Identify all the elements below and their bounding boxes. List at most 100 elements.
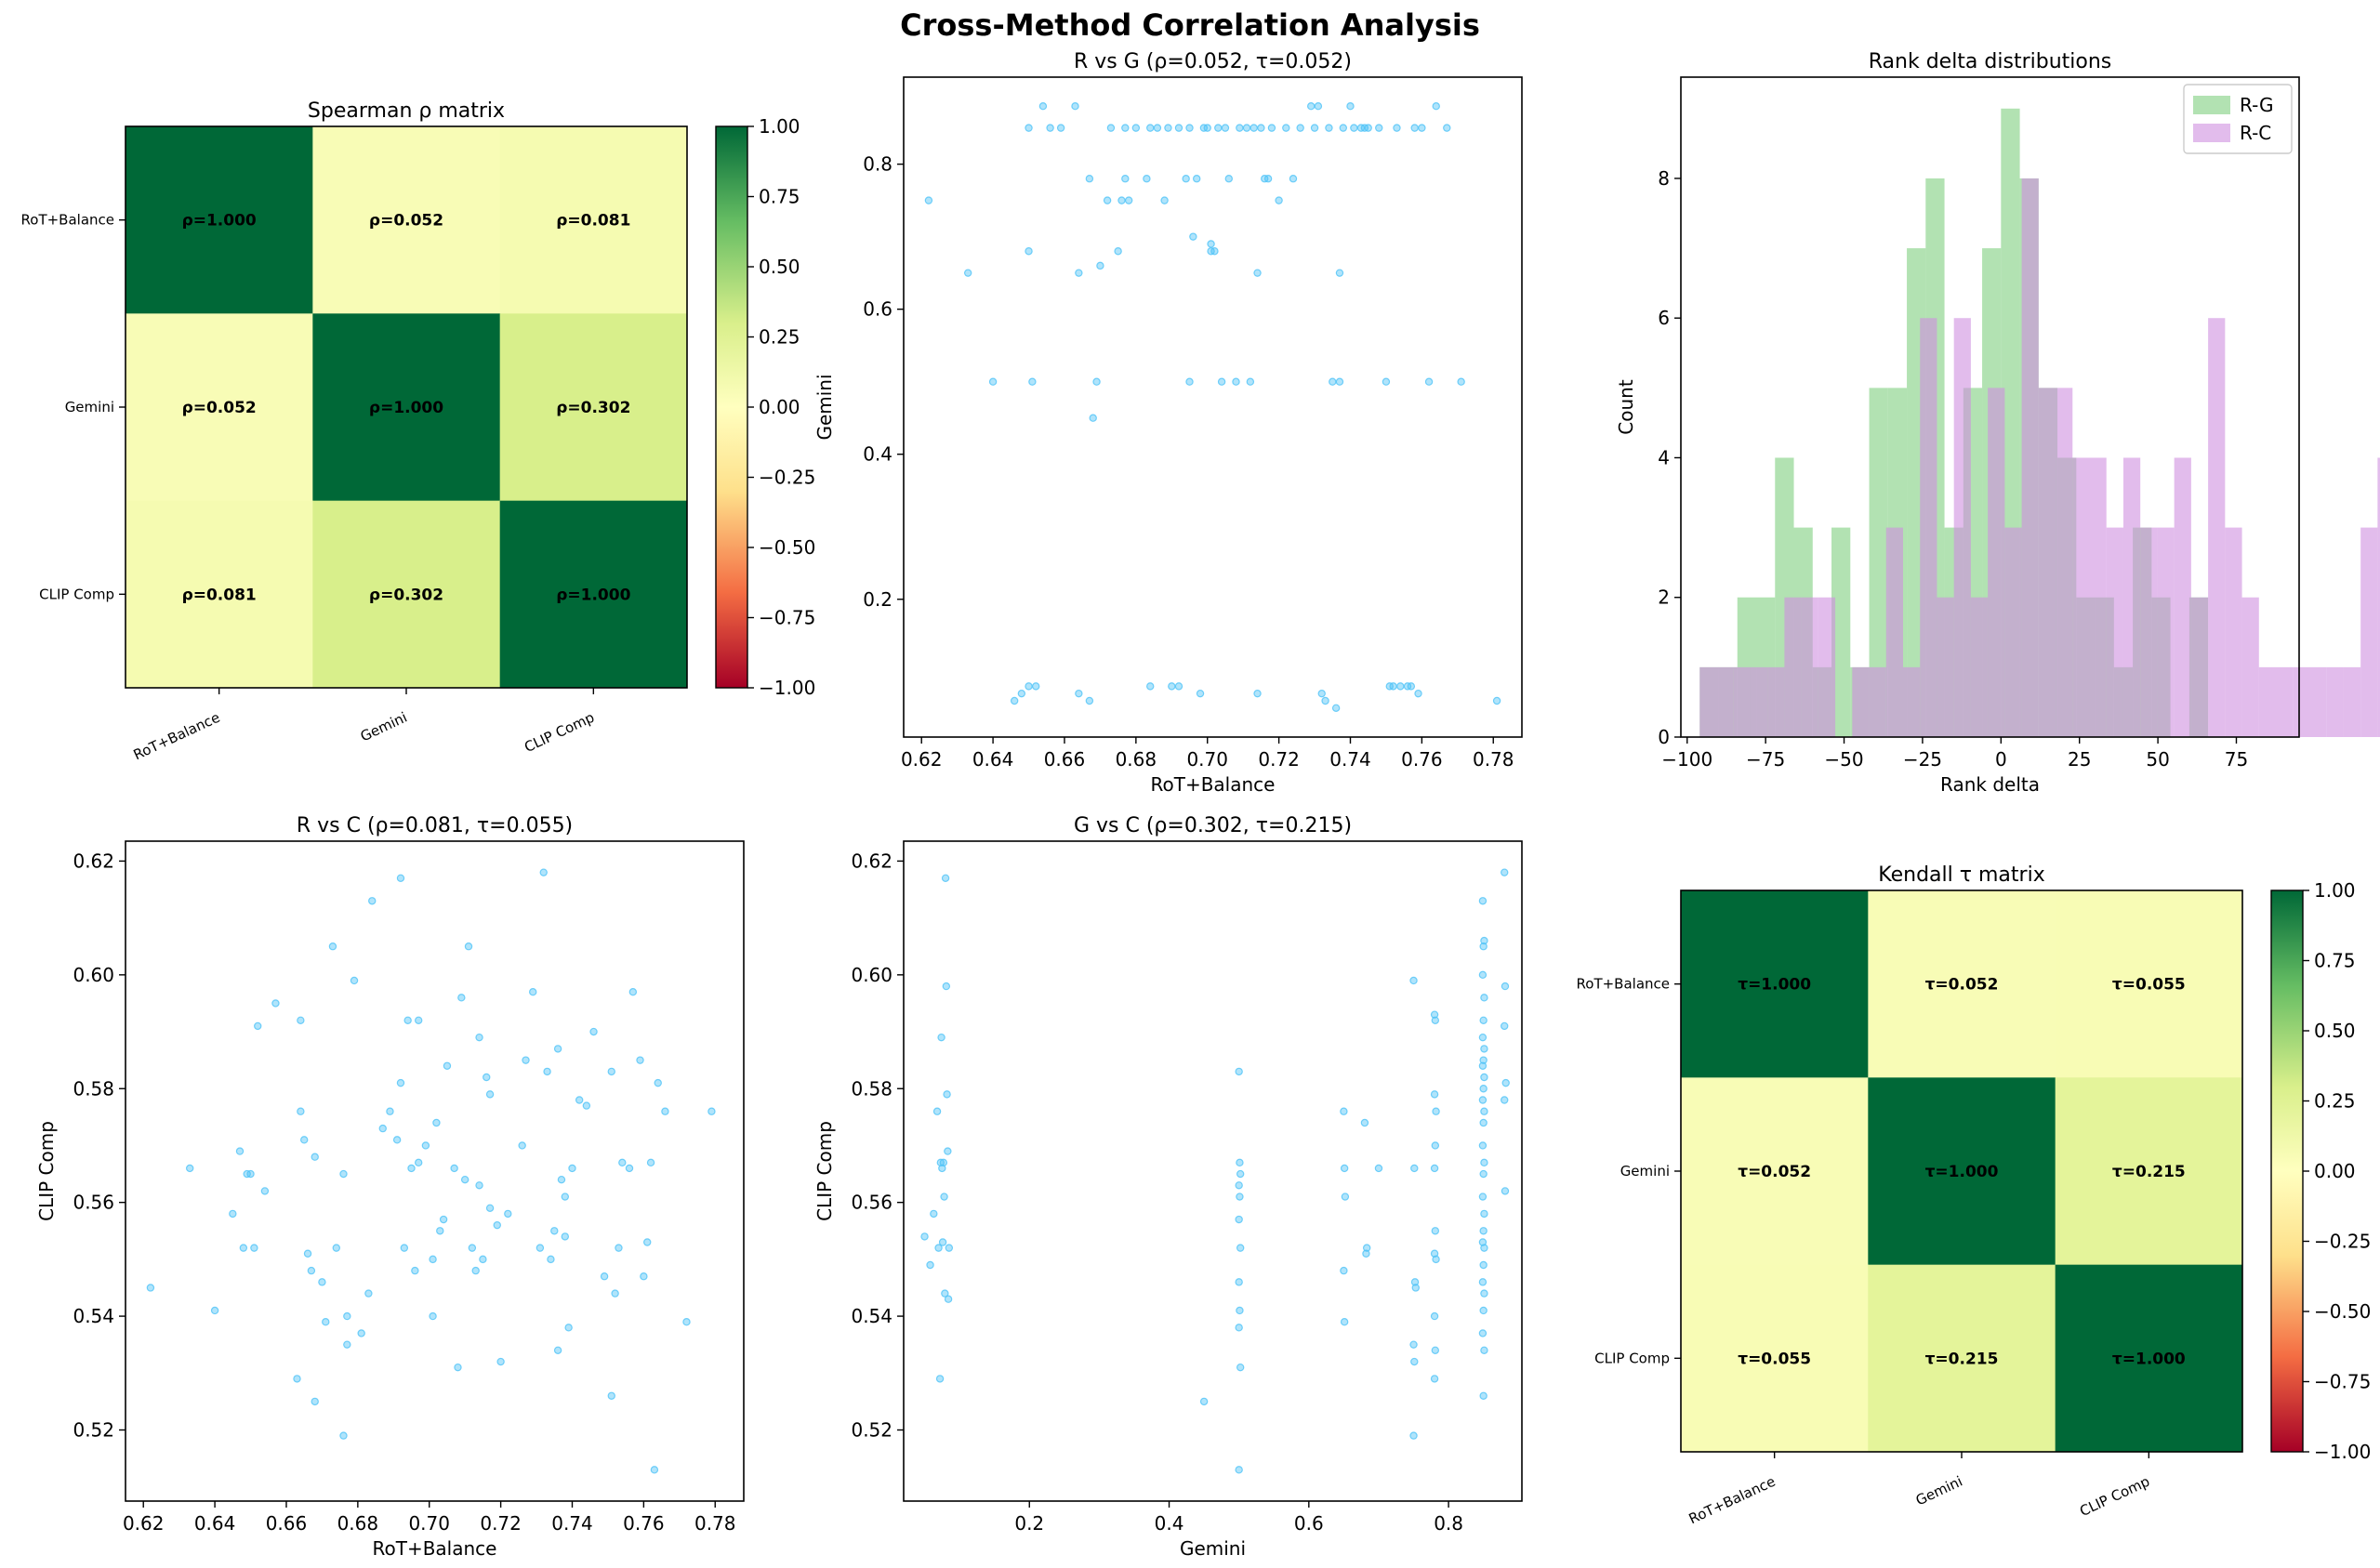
rc-point [460, 1175, 469, 1184]
rc-point [364, 1289, 373, 1298]
kendall-cell-0-1 [1868, 890, 2056, 1078]
gc-point [1432, 1107, 1440, 1115]
rc-axes-frame [125, 840, 745, 1502]
gc-point [1235, 1181, 1243, 1190]
gc-point [1501, 1078, 1510, 1087]
rc-xtick-label: 0.76 [623, 1512, 665, 1535]
rc-point [539, 868, 548, 876]
rc-point [646, 1158, 655, 1167]
gc-point [1362, 1244, 1371, 1252]
rc-point [650, 1466, 659, 1474]
rg-point [1339, 124, 1348, 132]
gc-point [935, 1375, 945, 1383]
rc-point [553, 1346, 562, 1355]
rankdelta-bar-r-g [1831, 527, 1851, 737]
gc-point [1479, 1118, 1488, 1127]
kendall-cell-2-2 [2055, 1264, 2243, 1453]
rankdelta-bar-r-c [2258, 666, 2277, 737]
gc-point [1340, 1266, 1348, 1275]
gc-point [938, 1164, 946, 1173]
rg-point [1193, 175, 1201, 183]
gc-point [1480, 1346, 1488, 1355]
gc-point [1236, 1244, 1245, 1252]
rc-point [543, 1067, 551, 1076]
rc-point [561, 1192, 570, 1201]
rg-point [1310, 124, 1319, 132]
rg-point [1396, 682, 1405, 691]
kendall-cell-0-0 [1681, 890, 1869, 1078]
rg-ytick-label: 0.2 [863, 588, 892, 611]
kendall-colorbar-tick: 0.50 [2314, 1020, 2356, 1042]
gc-point [1409, 976, 1418, 985]
rankdelta-bar-r-c [2208, 318, 2226, 737]
rg-xtick-label: 0.76 [1401, 748, 1443, 771]
rg-xtick-label: 0.68 [1116, 748, 1157, 771]
rankdelta-bar-r-c [1801, 597, 1818, 737]
rc-point [436, 1227, 444, 1235]
rankdelta-axes-frame [1680, 76, 2300, 738]
rg-point [1331, 704, 1341, 712]
gc-point [1480, 1289, 1488, 1298]
rc-point [396, 1078, 405, 1087]
rg-xtick-label: 0.74 [1329, 748, 1371, 771]
rankdelta-bar-r-c [1970, 597, 1989, 737]
rc-point [146, 1284, 155, 1292]
rg-point [1317, 689, 1326, 698]
rc-point [260, 1187, 270, 1195]
gc-point [937, 1033, 945, 1042]
kendall-cell-label-2-0: τ=0.055 [1738, 1350, 1811, 1368]
rc-point [504, 1209, 512, 1219]
rankdelta-bar-r-c [1699, 666, 1717, 737]
gc-point [1478, 970, 1488, 980]
rg-point [1146, 124, 1155, 132]
rc-point [661, 1107, 669, 1115]
gc-point [1479, 1391, 1488, 1400]
rc-point [400, 1244, 409, 1252]
rg-point [1410, 124, 1419, 132]
rc-point [311, 1397, 319, 1406]
rankdelta-bar-r-g [1869, 388, 1888, 737]
gc-point [1340, 1164, 1349, 1173]
rankdelta-bar-r-c [1885, 527, 1903, 737]
rg-point [1025, 247, 1033, 256]
gc-point [1235, 1466, 1243, 1474]
rankdelta-bar-r-c [2241, 597, 2259, 737]
gc-point [1479, 1056, 1488, 1064]
kendall-title: Kendall τ matrix [1878, 863, 2044, 887]
kendall-colorbar-tick: 1.00 [2314, 879, 2356, 902]
spearman-cell-label-0-2: ρ=0.081 [556, 212, 630, 231]
spearman-cell-label-1-0: ρ=0.052 [182, 399, 257, 417]
rg-point [1364, 124, 1372, 132]
rg-point [1092, 377, 1101, 386]
rg-point [1038, 102, 1048, 111]
gc-xtick-label: 0.2 [1014, 1512, 1044, 1535]
rg-point [1335, 269, 1344, 277]
rankdelta-bar-r-c [2157, 527, 2175, 737]
rc-point [254, 1021, 262, 1031]
rg-point [1346, 102, 1355, 111]
rg-point [1210, 247, 1219, 256]
rg-point [1250, 124, 1258, 132]
rankdelta-bar-r-c [2072, 457, 2090, 737]
gc-point [1360, 1118, 1369, 1127]
kendall-colorbar [2270, 889, 2304, 1453]
kendall-cell-label-0-2: τ=0.055 [2112, 976, 2186, 995]
rg-xtick-label: 0.78 [1473, 748, 1514, 771]
gc-point [1432, 1255, 1440, 1264]
gc-point [1478, 1329, 1488, 1337]
spearman-xlabel-gemini: Gemini [358, 709, 410, 745]
gc-point [920, 1232, 929, 1241]
rg-point [1025, 682, 1033, 691]
rankdelta-xtick-label: −100 [1661, 748, 1712, 771]
gc-point [944, 1295, 953, 1303]
spearman-cell-2-0 [126, 500, 313, 689]
rg-point [1174, 682, 1183, 691]
rc-point [454, 1363, 462, 1372]
rc-point [553, 1045, 562, 1053]
gc-point [1478, 1278, 1488, 1286]
rankdelta-bar-r-c [2190, 597, 2209, 737]
rc-point [450, 1164, 458, 1173]
rc-point [547, 1255, 555, 1264]
rc-point [611, 1289, 619, 1298]
gc-point [1410, 1357, 1419, 1366]
